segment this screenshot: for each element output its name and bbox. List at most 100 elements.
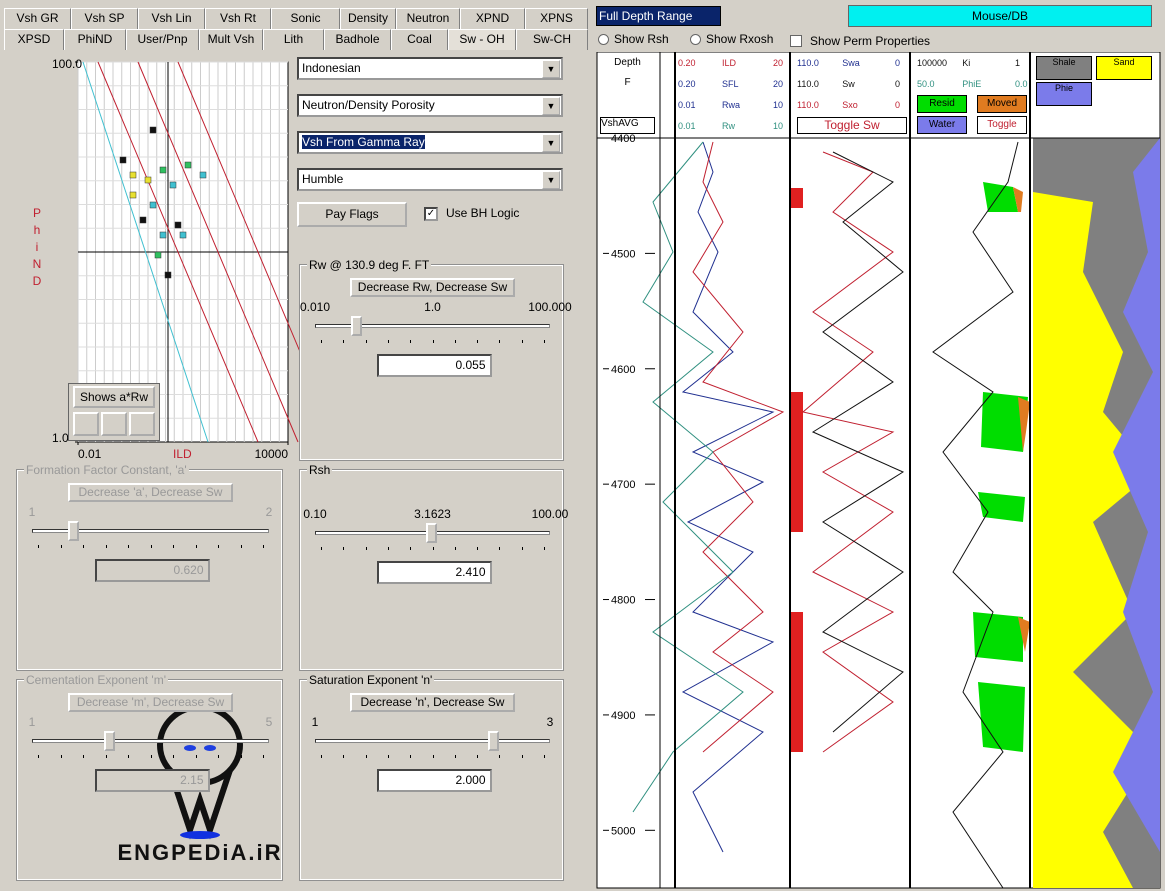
range-dropdown[interactable]: Full Depth Range: [596, 6, 721, 26]
crossplot: 0.01 10000 100.0 1.0 ILD P h i N D: [33, 57, 300, 461]
radio[interactable]: [598, 34, 609, 45]
radio[interactable]: [690, 34, 701, 45]
slider-tick: [387, 340, 389, 343]
track-header-text: 50.0: [917, 79, 935, 89]
tool-button[interactable]: [101, 412, 127, 436]
tab[interactable]: PhiND: [64, 29, 126, 50]
track-header-text: PhiE: [962, 79, 982, 89]
slider-tick: [387, 755, 389, 758]
group-title: Saturation Exponent 'n': [307, 673, 435, 687]
dropdown[interactable]: Indonesian ▼: [297, 57, 563, 80]
track-header-text: 0.20: [678, 79, 696, 89]
value-box[interactable]: 2.410: [376, 561, 492, 584]
slider-tick: [343, 547, 345, 550]
tab[interactable]: Mult Vsh: [199, 29, 263, 50]
track-borders: [597, 52, 1160, 888]
tab[interactable]: Sonic: [271, 8, 340, 29]
scale-label: 100.000: [528, 300, 572, 314]
depth-label: 4900: [611, 710, 635, 722]
decrease-button[interactable]: Decrease 'n', Decrease Sw: [350, 693, 515, 712]
tab[interactable]: Vsh Lin: [138, 8, 205, 29]
tab[interactable]: Badhole: [324, 29, 391, 50]
slider-thumb[interactable]: [426, 523, 437, 543]
slider-track: [32, 739, 269, 743]
dropdown[interactable]: Humble ▼: [297, 168, 563, 191]
decrease-button[interactable]: Decrease 'm', Decrease Sw: [68, 693, 233, 712]
value-box[interactable]: 0.055: [376, 354, 492, 377]
slider-tick: [454, 755, 456, 758]
tool-button[interactable]: [73, 412, 99, 436]
tab[interactable]: Vsh Rt: [205, 8, 271, 29]
pay-flags-button[interactable]: Pay Flags: [297, 202, 407, 227]
slider-tick: [173, 545, 174, 548]
slider-tick: [321, 547, 322, 550]
slider-tick: [499, 755, 501, 758]
slider-tick: [240, 755, 242, 758]
tab[interactable]: Sw - OH: [448, 29, 516, 50]
depth-label: 4500: [611, 248, 635, 260]
tab[interactable]: XPSD: [4, 29, 64, 50]
depth-label: 4400: [611, 133, 635, 145]
slider-tick: [60, 755, 62, 758]
tab[interactable]: Density: [340, 8, 396, 29]
scatter-point: [199, 171, 207, 179]
tab[interactable]: Vsh GR: [4, 8, 71, 29]
radio-label: Show Rxosh: [706, 32, 774, 46]
rw-line: [177, 61, 300, 354]
tool-button[interactable]: [129, 412, 155, 436]
group-box: Cementation Exponent 'm' Decrease 'm', De…: [16, 673, 283, 881]
shows-arw-button[interactable]: Shows a*Rw: [73, 386, 155, 408]
toggle-sw-button[interactable]: Toggle Sw: [797, 117, 907, 134]
slider-tick: [195, 545, 197, 548]
checkbox[interactable]: ✓: [424, 207, 438, 221]
track-header-text: 0.20: [678, 58, 696, 68]
rw-line: [137, 61, 299, 443]
tab[interactable]: Vsh SP: [71, 8, 138, 29]
x-axis-label: ILD: [173, 447, 192, 461]
checkbox[interactable]: [790, 35, 802, 47]
value-box[interactable]: 2.000: [376, 769, 492, 792]
group-box: Rw @ 130.9 deg F. FT Decrease Rw, Decreas…: [299, 258, 572, 461]
x-tick-label: 0.01: [78, 447, 102, 461]
slider-thumb[interactable]: [68, 521, 79, 541]
rw-line: [82, 61, 209, 443]
scatter-point: [164, 271, 172, 279]
log-curves: [632, 141, 1019, 889]
scatter-point: [149, 126, 157, 134]
value-box[interactable]: 2.15: [94, 769, 210, 792]
slider-tick: [173, 755, 174, 758]
tab[interactable]: XPNS: [525, 8, 588, 29]
slider-thumb[interactable]: [104, 731, 115, 751]
track-header-text: 0: [895, 79, 901, 89]
slider-tick: [128, 755, 129, 758]
scatter-point: [179, 231, 187, 239]
slider-thumb[interactable]: [488, 731, 499, 751]
tab[interactable]: Sw-CH: [516, 29, 588, 50]
slider-tick: [83, 755, 84, 758]
depth-label: 4700: [611, 479, 635, 491]
dropdown[interactable]: Neutron/Density Porosity ▼: [297, 94, 563, 117]
slider-tick: [477, 340, 479, 343]
legend-box[interactable]: Toggle: [977, 116, 1027, 134]
radio-label: Show Rsh: [614, 32, 669, 46]
scale-label: 3.1623: [414, 507, 451, 521]
slider-tick: [60, 545, 62, 548]
slider-tick: [365, 755, 367, 758]
tab[interactable]: XPND: [460, 8, 525, 29]
tab[interactable]: Lith: [263, 29, 324, 50]
track-header-text: 0: [895, 100, 901, 110]
value-box[interactable]: 0.620: [94, 559, 210, 582]
scale-label: 1: [28, 505, 36, 519]
track-header-text: 10: [773, 100, 784, 110]
tab[interactable]: Neutron: [396, 8, 460, 29]
dropdown[interactable]: Vsh From Gamma Ray ▼: [297, 131, 563, 154]
tab[interactable]: User/Pnp: [126, 29, 199, 50]
slider-thumb[interactable]: [351, 316, 362, 336]
tab[interactable]: Coal: [391, 29, 448, 50]
decrease-button[interactable]: Decrease 'a', Decrease Sw: [68, 483, 233, 502]
scatter-point: [159, 166, 167, 174]
group-box: Formation Factor Constant, 'a' Decrease '…: [16, 463, 283, 671]
decrease-button[interactable]: Decrease Rw, Decrease Sw: [350, 278, 515, 297]
legend-box: Sand: [1096, 56, 1152, 80]
